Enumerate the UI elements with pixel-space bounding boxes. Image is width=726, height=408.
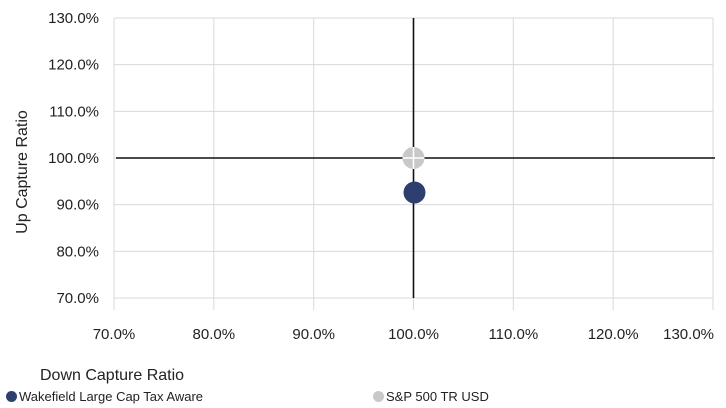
y-tick-label: 130.0% [48,10,99,27]
legend-label-wakefield: Wakefield Large Cap Tax Aware [19,389,204,404]
y-tick-label: 100.0% [48,150,99,167]
legend: Wakefield Large Cap Tax Aware S&P 500 TR… [6,389,706,407]
x-axis-title: Down Capture Ratio [40,367,184,384]
legend-swatch-wakefield [6,391,17,402]
y-axis-ticks: 70.0% 80.0% 90.0% 100.0% 110.0% 120.0% 130.0% [48,10,99,307]
legend-swatch-sp500 [373,391,384,402]
x-axis-ticks: 70.0% 80.0% 90.0% 100.0% 110.0% 120.0% 130.0% [93,326,714,343]
legend-label-sp500: S&P 500 TR USD [386,389,489,404]
data-points [402,147,426,204]
x-tick-label: 110.0% [488,326,538,343]
y-tick-label: 70.0% [56,290,99,307]
x-tick-label: 100.0% [388,326,439,343]
x-tick-label: 130.0% [663,326,714,343]
legend-item-sp500: S&P 500 TR USD [373,389,489,404]
y-tick-label: 80.0% [56,243,99,260]
y-tick-label: 120.0% [48,57,99,74]
data-point-wakefield [403,181,426,204]
y-tick-label: 110.0% [49,103,99,120]
y-axis-title: Up Capture Ratio [14,110,31,234]
x-tick-label: 90.0% [292,326,335,343]
x-tick-label: 80.0% [193,326,236,343]
legend-item-wakefield: Wakefield Large Cap Tax Aware [6,389,203,404]
x-tick-label: 70.0% [93,326,136,343]
y-tick-label: 90.0% [56,197,99,214]
scatter-chart: 70.0%80.0%90.0%100.0%110.0%120.0%130.0% … [14,10,715,384]
x-tick-label: 120.0% [588,326,639,343]
